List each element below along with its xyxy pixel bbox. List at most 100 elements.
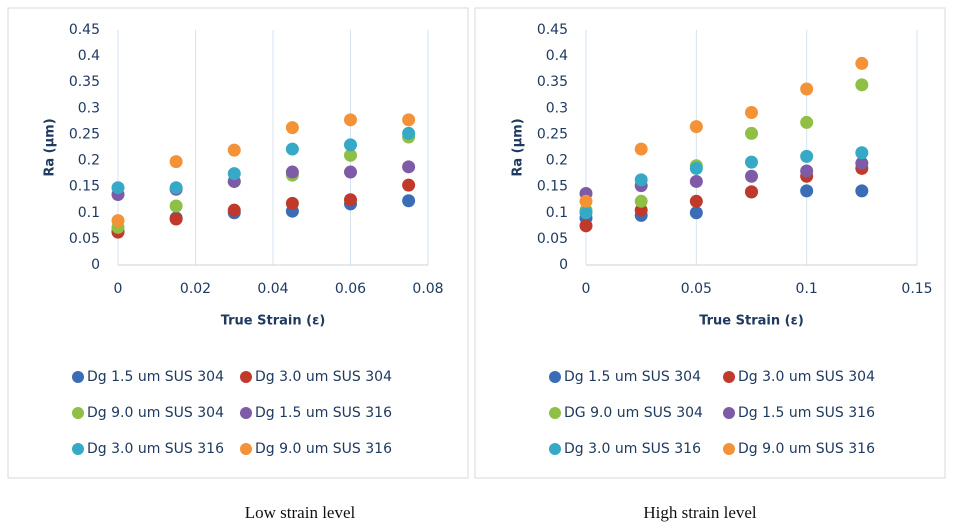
data-point [344, 193, 357, 207]
x-tick-label: 0.05 [681, 281, 712, 297]
data-point [800, 82, 814, 96]
legend-label: Dg 1.5 um SUS 304 [87, 369, 224, 385]
data-point [227, 143, 241, 157]
legend-marker [240, 407, 252, 419]
y-tick-label: 0.45 [69, 22, 100, 38]
data-point [800, 115, 814, 129]
data-point [285, 196, 299, 210]
data-point [227, 167, 241, 181]
y-tick-label: 0.4 [78, 48, 100, 64]
data-point [402, 126, 416, 140]
y-tick-label: 0.2 [78, 153, 100, 169]
legend-marker [549, 371, 561, 383]
x-tick-label: 0 [582, 281, 591, 297]
data-point [402, 113, 416, 127]
y-tick-label: 0.3 [546, 100, 568, 116]
x-tick-label: 0.15 [901, 281, 932, 297]
y-tick-label: 0.25 [69, 126, 100, 142]
legend-marker [240, 443, 252, 455]
legend-marker [723, 443, 735, 455]
legend-label: DG 9.0 um SUS 304 [564, 405, 703, 421]
legend-marker [240, 371, 252, 383]
x-tick-label: 0.04 [257, 281, 288, 297]
legend-label: Dg 1.5 um SUS 316 [738, 405, 875, 421]
data-point [169, 212, 183, 226]
legend-marker [72, 407, 84, 419]
data-point [689, 194, 703, 208]
panel-frame [7, 7, 469, 479]
x-tick-label: 0.08 [412, 281, 443, 297]
data-point [855, 184, 869, 198]
data-point [402, 178, 416, 192]
y-tick-label: 0.35 [69, 74, 100, 90]
y-tick-label: 0 [559, 257, 568, 273]
y-tick-label: 0.1 [546, 205, 568, 221]
data-point [745, 126, 758, 140]
data-point [579, 219, 593, 233]
y-tick-label: 0.4 [546, 48, 568, 64]
data-point [634, 142, 648, 156]
legend-marker [72, 443, 84, 455]
data-point [689, 161, 703, 175]
y-tick-label: 0.25 [537, 126, 568, 142]
caption: High strain level [643, 503, 757, 522]
data-point [344, 165, 357, 179]
legend-label: Dg 9.0 um SUS 304 [87, 405, 224, 421]
data-point [285, 165, 299, 179]
y-tick-label: 0.35 [537, 74, 568, 90]
data-point [285, 142, 299, 156]
panel-frame [474, 7, 946, 479]
legend-label: Dg 3.0 um SUS 304 [738, 369, 875, 385]
data-point [689, 120, 703, 134]
data-point [745, 155, 758, 169]
x-axis-title: True Strain (ε) [699, 314, 804, 329]
y-tick-label: 0 [91, 257, 100, 273]
x-tick-label: 0.1 [796, 281, 818, 297]
y-tick-label: 0.1 [78, 205, 100, 221]
caption: Low strain level [245, 503, 356, 522]
y-tick-label: 0.15 [537, 179, 568, 195]
legend-label: Dg 3.0 um SUS 316 [564, 441, 701, 457]
data-point [111, 214, 125, 228]
data-point [689, 174, 703, 188]
data-point [745, 185, 758, 199]
data-point [169, 155, 183, 169]
data-point [285, 121, 299, 135]
legend-marker [549, 407, 561, 419]
data-point [169, 199, 183, 213]
y-tick-label: 0.05 [537, 231, 568, 247]
y-axis-title: Ra (µm) [511, 118, 526, 176]
data-point [855, 56, 869, 70]
data-point [855, 156, 869, 170]
data-point [745, 169, 758, 183]
legend-marker [549, 443, 561, 455]
data-point [800, 184, 814, 198]
data-point [344, 148, 357, 162]
data-point [344, 138, 357, 152]
data-point [634, 173, 648, 187]
data-point [579, 194, 593, 208]
legend-label: Dg 9.0 um SUS 316 [255, 441, 392, 457]
x-axis-title: True Strain (ε) [221, 314, 326, 329]
y-axis-title: Ra (µm) [43, 118, 58, 176]
data-point [227, 203, 241, 217]
y-tick-label: 0.2 [546, 153, 568, 169]
y-tick-label: 0.3 [78, 100, 100, 116]
legend-label: Dg 1.5 um SUS 304 [564, 369, 701, 385]
data-point [579, 206, 593, 220]
y-tick-label: 0.15 [69, 179, 100, 195]
data-point [402, 160, 416, 174]
x-tick-label: 0.02 [180, 281, 211, 297]
data-point [634, 194, 648, 208]
data-point [855, 78, 869, 92]
x-tick-label: 0.06 [335, 281, 366, 297]
data-point [800, 149, 814, 163]
data-point [855, 146, 869, 160]
data-point [402, 194, 416, 208]
legend-marker [723, 407, 735, 419]
legend-label: Dg 9.0 um SUS 316 [738, 441, 875, 457]
y-tick-label: 0.05 [69, 231, 100, 247]
data-point [800, 164, 814, 178]
data-point [169, 181, 183, 195]
